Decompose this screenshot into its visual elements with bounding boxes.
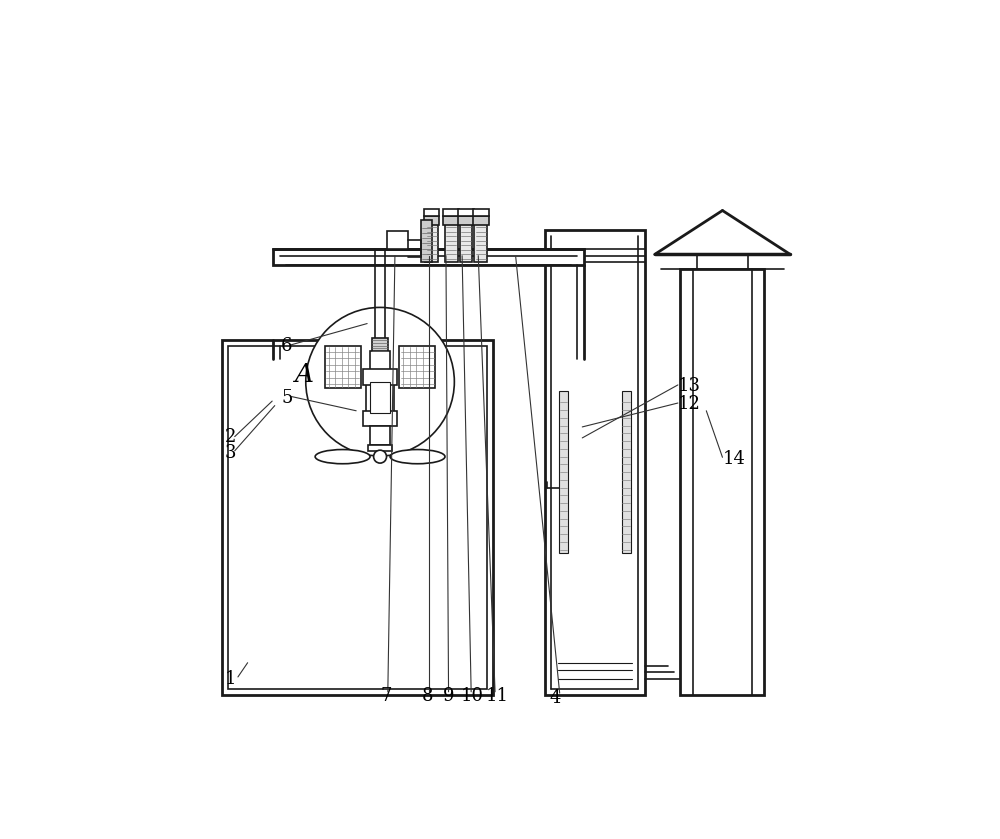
Bar [473,216,489,226]
Bar [458,216,474,226]
Text: 11: 11 [485,687,508,706]
Text: 1: 1 [225,670,237,688]
Bar [363,369,397,385]
Bar [368,445,392,451]
Circle shape [374,451,387,463]
Bar [387,232,408,249]
Text: 10: 10 [461,687,484,706]
Text: 6: 6 [281,337,293,355]
Text: 9: 9 [443,687,455,706]
Bar [460,220,472,262]
Text: 7: 7 [380,687,391,706]
Bar [622,391,631,553]
Text: 13: 13 [678,378,701,395]
Text: 8: 8 [422,687,434,706]
Bar [424,216,439,226]
Bar [370,382,390,413]
Bar [424,209,439,216]
Bar [445,220,458,262]
Bar [680,268,764,695]
Text: 12: 12 [678,395,701,414]
Bar [363,411,397,425]
Bar [425,220,438,262]
Circle shape [306,307,454,456]
Bar [421,220,432,262]
Text: 4: 4 [550,690,561,707]
Bar [370,351,390,370]
Text: 14: 14 [722,451,745,468]
Bar [222,340,493,695]
Bar [372,338,388,352]
Ellipse shape [315,450,370,464]
Bar [473,209,489,216]
Text: A: A [294,362,313,387]
Bar [228,347,487,689]
Bar [458,209,474,216]
Text: 5: 5 [281,388,293,407]
Bar [273,249,584,265]
Bar [325,347,361,388]
Bar [443,216,459,226]
Ellipse shape [390,450,445,464]
Bar [559,391,568,553]
Bar [366,382,394,413]
Bar [370,425,390,445]
Bar [443,209,459,216]
Text: 3: 3 [225,444,237,461]
Bar [545,230,645,695]
Bar [474,220,487,262]
Text: 2: 2 [225,428,236,446]
Bar [399,347,435,388]
